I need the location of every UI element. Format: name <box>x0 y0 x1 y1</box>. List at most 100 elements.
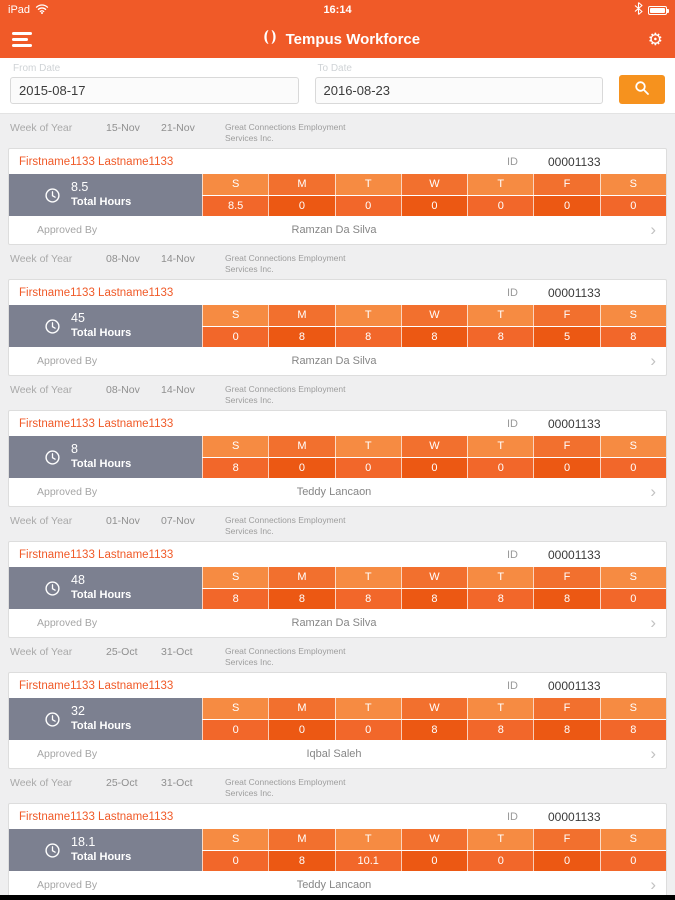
day-hours-cell: 0 <box>400 195 468 216</box>
card-header-row: Firstname1133 Lastname1133 ID 00001133 <box>9 542 666 567</box>
week-start-date: 01-Nov <box>106 515 140 527</box>
search-button[interactable] <box>619 75 665 104</box>
day-header-cell: M <box>268 305 335 326</box>
timesheet-card[interactable]: Firstname1133 Lastname1133 ID 00001133 1… <box>8 803 667 900</box>
from-date-input[interactable] <box>10 77 299 104</box>
employee-id-label: ID <box>507 156 518 168</box>
day-header-cell: W <box>400 567 468 588</box>
total-hours-label: Total Hours <box>71 719 132 732</box>
week-start-date: 25-Oct <box>106 646 138 658</box>
day-hours-cell: 0 <box>599 457 666 478</box>
day-hours-cell: 0 <box>533 457 600 478</box>
section-header: Week of Year 25-Oct 31-Oct Great Connect… <box>0 769 675 801</box>
total-hours-block: 18.1 Total Hours <box>9 829 202 871</box>
day-hours-cell: 8 <box>467 326 534 347</box>
day-header-cell: M <box>268 698 335 719</box>
day-header-cell: S <box>202 698 269 719</box>
chevron-right-icon[interactable]: › <box>650 744 656 763</box>
approver-name: Ramzan Da Silva <box>291 224 377 236</box>
day-hours-cell: 0 <box>533 195 600 216</box>
day-header-cell: T <box>334 436 401 457</box>
section-header: Week of Year 01-Nov 07-Nov Great Connect… <box>0 507 675 539</box>
day-header-cell: S <box>599 829 666 850</box>
day-header-cell: S <box>599 305 666 326</box>
day-header-cell: S <box>202 174 269 195</box>
app-header: Tempus Workforce ⚙ <box>0 20 675 58</box>
wifi-icon <box>35 3 49 17</box>
clock-time: 16:14 <box>323 4 352 16</box>
day-header-cell: T <box>334 698 401 719</box>
day-header-cell: S <box>599 174 666 195</box>
day-header-cell: S <box>202 436 269 457</box>
day-header-cell: S <box>599 567 666 588</box>
week-start-date: 08-Nov <box>106 384 140 396</box>
to-date-input[interactable] <box>314 77 603 104</box>
timesheet-card[interactable]: Firstname1133 Lastname1133 ID 00001133 4… <box>8 279 667 376</box>
total-hours-block: 48 Total Hours <box>9 567 202 609</box>
approval-row: Approved By Iqbal Saleh › <box>9 740 666 768</box>
chevron-right-icon[interactable]: › <box>650 220 656 239</box>
week-end-date: 31-Oct <box>161 777 193 789</box>
day-hours-cell: 8 <box>202 457 269 478</box>
timesheet-section: Week of Year 25-Oct 31-Oct Great Connect… <box>0 638 675 769</box>
day-header-cell: W <box>400 436 468 457</box>
menu-icon[interactable] <box>12 31 32 47</box>
company-name: Great Connections Employment Services In… <box>225 253 346 274</box>
section-header: Week of Year 15-Nov 21-Nov Great Connect… <box>0 114 675 146</box>
timesheet-card[interactable]: Firstname1133 Lastname1133 ID 00001133 8… <box>8 410 667 507</box>
week-end-date: 14-Nov <box>161 253 195 265</box>
clock-icon <box>45 580 60 596</box>
chevron-right-icon[interactable]: › <box>650 875 656 894</box>
company-name: Great Connections Employment Services In… <box>225 122 346 143</box>
week-of-year-label: Week of Year <box>10 384 73 396</box>
day-header-cell: W <box>400 174 468 195</box>
day-header-cell: M <box>268 436 335 457</box>
gear-icon[interactable]: ⚙ <box>647 29 663 49</box>
day-hours-cell: 8 <box>334 326 401 347</box>
section-header: Week of Year 25-Oct 31-Oct Great Connect… <box>0 638 675 670</box>
device-label: iPad <box>8 4 31 16</box>
employee-id-label: ID <box>507 287 518 299</box>
timesheet-card[interactable]: Firstname1133 Lastname1133 ID 00001133 4… <box>8 541 667 638</box>
chevron-right-icon[interactable]: › <box>650 351 656 370</box>
timesheet-section: Week of Year 08-Nov 14-Nov Great Connect… <box>0 376 675 507</box>
total-hours-value: 8.5 <box>71 180 89 195</box>
day-hours-cell: 8 <box>599 326 666 347</box>
employee-id-value: 00001133 <box>548 417 601 431</box>
day-header-cell: F <box>533 174 600 195</box>
day-hours-cell: 0 <box>467 195 534 216</box>
clock-icon <box>45 187 60 203</box>
day-header-cell: F <box>533 436 600 457</box>
day-hours-cell: 8 <box>268 850 335 871</box>
bluetooth-icon <box>634 2 643 18</box>
approver-name: Teddy Lancaon <box>296 486 372 498</box>
total-hours-label: Total Hours <box>71 850 132 863</box>
approval-row: Approved By Teddy Lancaon › <box>9 871 666 899</box>
chevron-right-icon[interactable]: › <box>650 613 656 632</box>
company-name: Great Connections Employment Services In… <box>225 384 346 405</box>
company-name: Great Connections Employment Services In… <box>225 646 346 667</box>
day-hours-cell: 5 <box>533 326 600 347</box>
employee-name: Firstname1133 Lastname1133 <box>19 680 174 692</box>
day-hours-cell: 0 <box>533 850 600 871</box>
week-of-year-label: Week of Year <box>10 122 73 134</box>
day-hours-cell: 0 <box>268 719 335 740</box>
chevron-right-icon[interactable]: › <box>650 482 656 501</box>
day-hours-cell: 8 <box>334 588 401 609</box>
approved-by-label: Approved By <box>37 617 98 629</box>
week-start-date: 08-Nov <box>106 253 140 265</box>
app-title: Tempus Workforce <box>285 30 421 48</box>
day-hours-cell: 8 <box>599 719 666 740</box>
timesheet-card[interactable]: Firstname1133 Lastname1133 ID 00001133 3… <box>8 672 667 769</box>
timesheet-card[interactable]: Firstname1133 Lastname1133 ID 00001133 8… <box>8 148 667 245</box>
day-hours-cell: 0 <box>599 588 666 609</box>
day-header-cell: F <box>533 567 600 588</box>
day-hours-cell: 8 <box>533 588 600 609</box>
approver-name: Teddy Lancaon <box>296 879 372 891</box>
day-header-cell: S <box>202 305 269 326</box>
